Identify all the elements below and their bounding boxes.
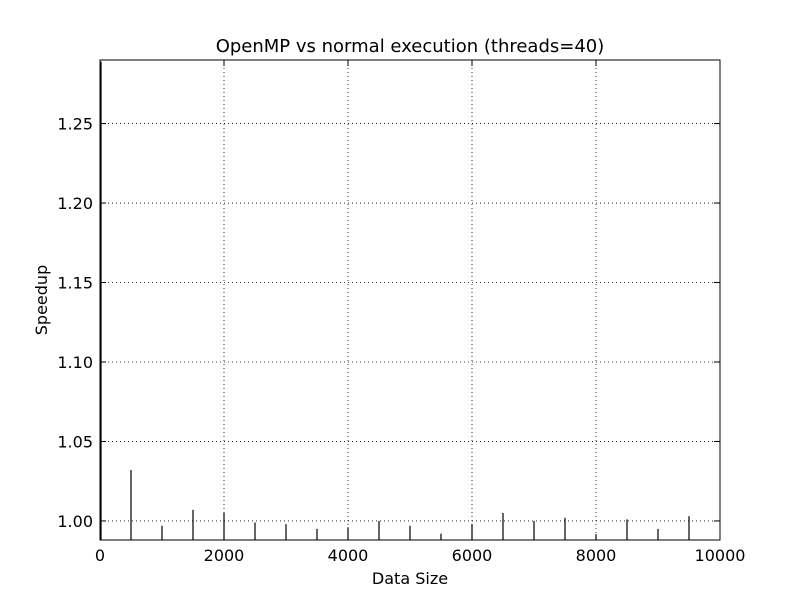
y-tick-labels: 1.00 1.05 1.10 1.15 1.20 1.25 bbox=[57, 115, 93, 531]
y-tick-label: 1.05 bbox=[57, 432, 93, 451]
y-tick-label: 1.20 bbox=[57, 194, 93, 213]
y-tick-label: 1.25 bbox=[57, 115, 93, 134]
y-axis-label: Speedup bbox=[32, 265, 51, 335]
plot-frame bbox=[99, 59, 721, 541]
x-axis-label: Data Size bbox=[372, 569, 448, 588]
x-tick-label: 2000 bbox=[204, 546, 245, 565]
x-tick-label: 0 bbox=[95, 546, 105, 565]
x-tick-label: 10000 bbox=[695, 546, 746, 565]
y-tick-label: 1.00 bbox=[57, 512, 93, 531]
x-tick-label: 4000 bbox=[328, 546, 369, 565]
x-tick-labels: 0 2000 4000 6000 8000 10000 bbox=[95, 546, 746, 565]
y-tick-label: 1.10 bbox=[57, 353, 93, 372]
x-tick-label: 6000 bbox=[452, 546, 493, 565]
y-tick-label: 1.15 bbox=[57, 274, 93, 293]
bars bbox=[100, 61, 690, 540]
x-tick-label: 8000 bbox=[576, 546, 617, 565]
axis-ticks bbox=[99, 60, 721, 540]
grid-lines bbox=[99, 60, 721, 540]
chart-title: OpenMP vs normal execution (threads=40) bbox=[216, 36, 605, 57]
